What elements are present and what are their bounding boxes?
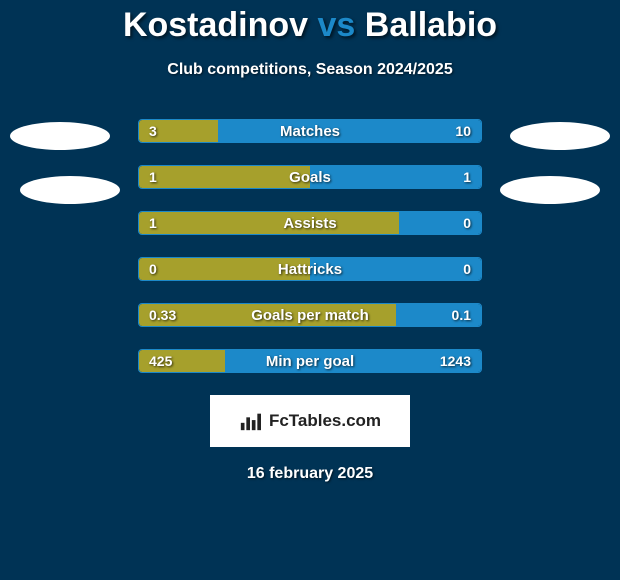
source-badge[interactable]: FcTables.com bbox=[210, 395, 410, 447]
player1-name: Kostadinov bbox=[123, 6, 308, 44]
bar-right-value: 1 bbox=[463, 166, 471, 188]
bar-right-value: 0 bbox=[463, 258, 471, 280]
vs-text: vs bbox=[318, 6, 356, 44]
bar-matches: 3 Matches 10 bbox=[138, 119, 482, 143]
player2-name: Ballabio bbox=[365, 6, 497, 44]
subtitle: Club competitions, Season 2024/2025 bbox=[0, 61, 620, 79]
avatar-placeholder-left-2 bbox=[20, 176, 120, 204]
bar-label: Goals bbox=[139, 166, 481, 188]
bar-goals-per-match: 0.33 Goals per match 0.1 bbox=[138, 303, 482, 327]
bar-assists: 1 Assists 0 bbox=[138, 211, 482, 235]
comparison-bars: 3 Matches 10 1 Goals 1 1 Assists 0 0 Hat… bbox=[138, 119, 482, 373]
source-badge-text: FcTables.com bbox=[269, 411, 381, 431]
avatar-placeholder-left-1 bbox=[10, 122, 110, 150]
bar-hattricks: 0 Hattricks 0 bbox=[138, 257, 482, 281]
bar-right-value: 1243 bbox=[440, 350, 471, 372]
footer-date: 16 february 2025 bbox=[0, 465, 620, 483]
bar-label: Assists bbox=[139, 212, 481, 234]
bar-right-value: 10 bbox=[455, 120, 471, 142]
bar-right-value: 0.1 bbox=[452, 304, 471, 326]
bar-goals: 1 Goals 1 bbox=[138, 165, 482, 189]
bar-right-value: 0 bbox=[463, 212, 471, 234]
bar-min-per-goal: 425 Min per goal 1243 bbox=[138, 349, 482, 373]
bar-label: Goals per match bbox=[139, 304, 481, 326]
avatar-placeholder-right-2 bbox=[500, 176, 600, 204]
bar-chart-icon bbox=[239, 410, 261, 432]
bar-label: Min per goal bbox=[139, 350, 481, 372]
bar-label: Matches bbox=[139, 120, 481, 142]
page-title: Kostadinov vs Ballabio bbox=[0, 0, 620, 45]
avatar-placeholder-right-1 bbox=[510, 122, 610, 150]
bar-label: Hattricks bbox=[139, 258, 481, 280]
